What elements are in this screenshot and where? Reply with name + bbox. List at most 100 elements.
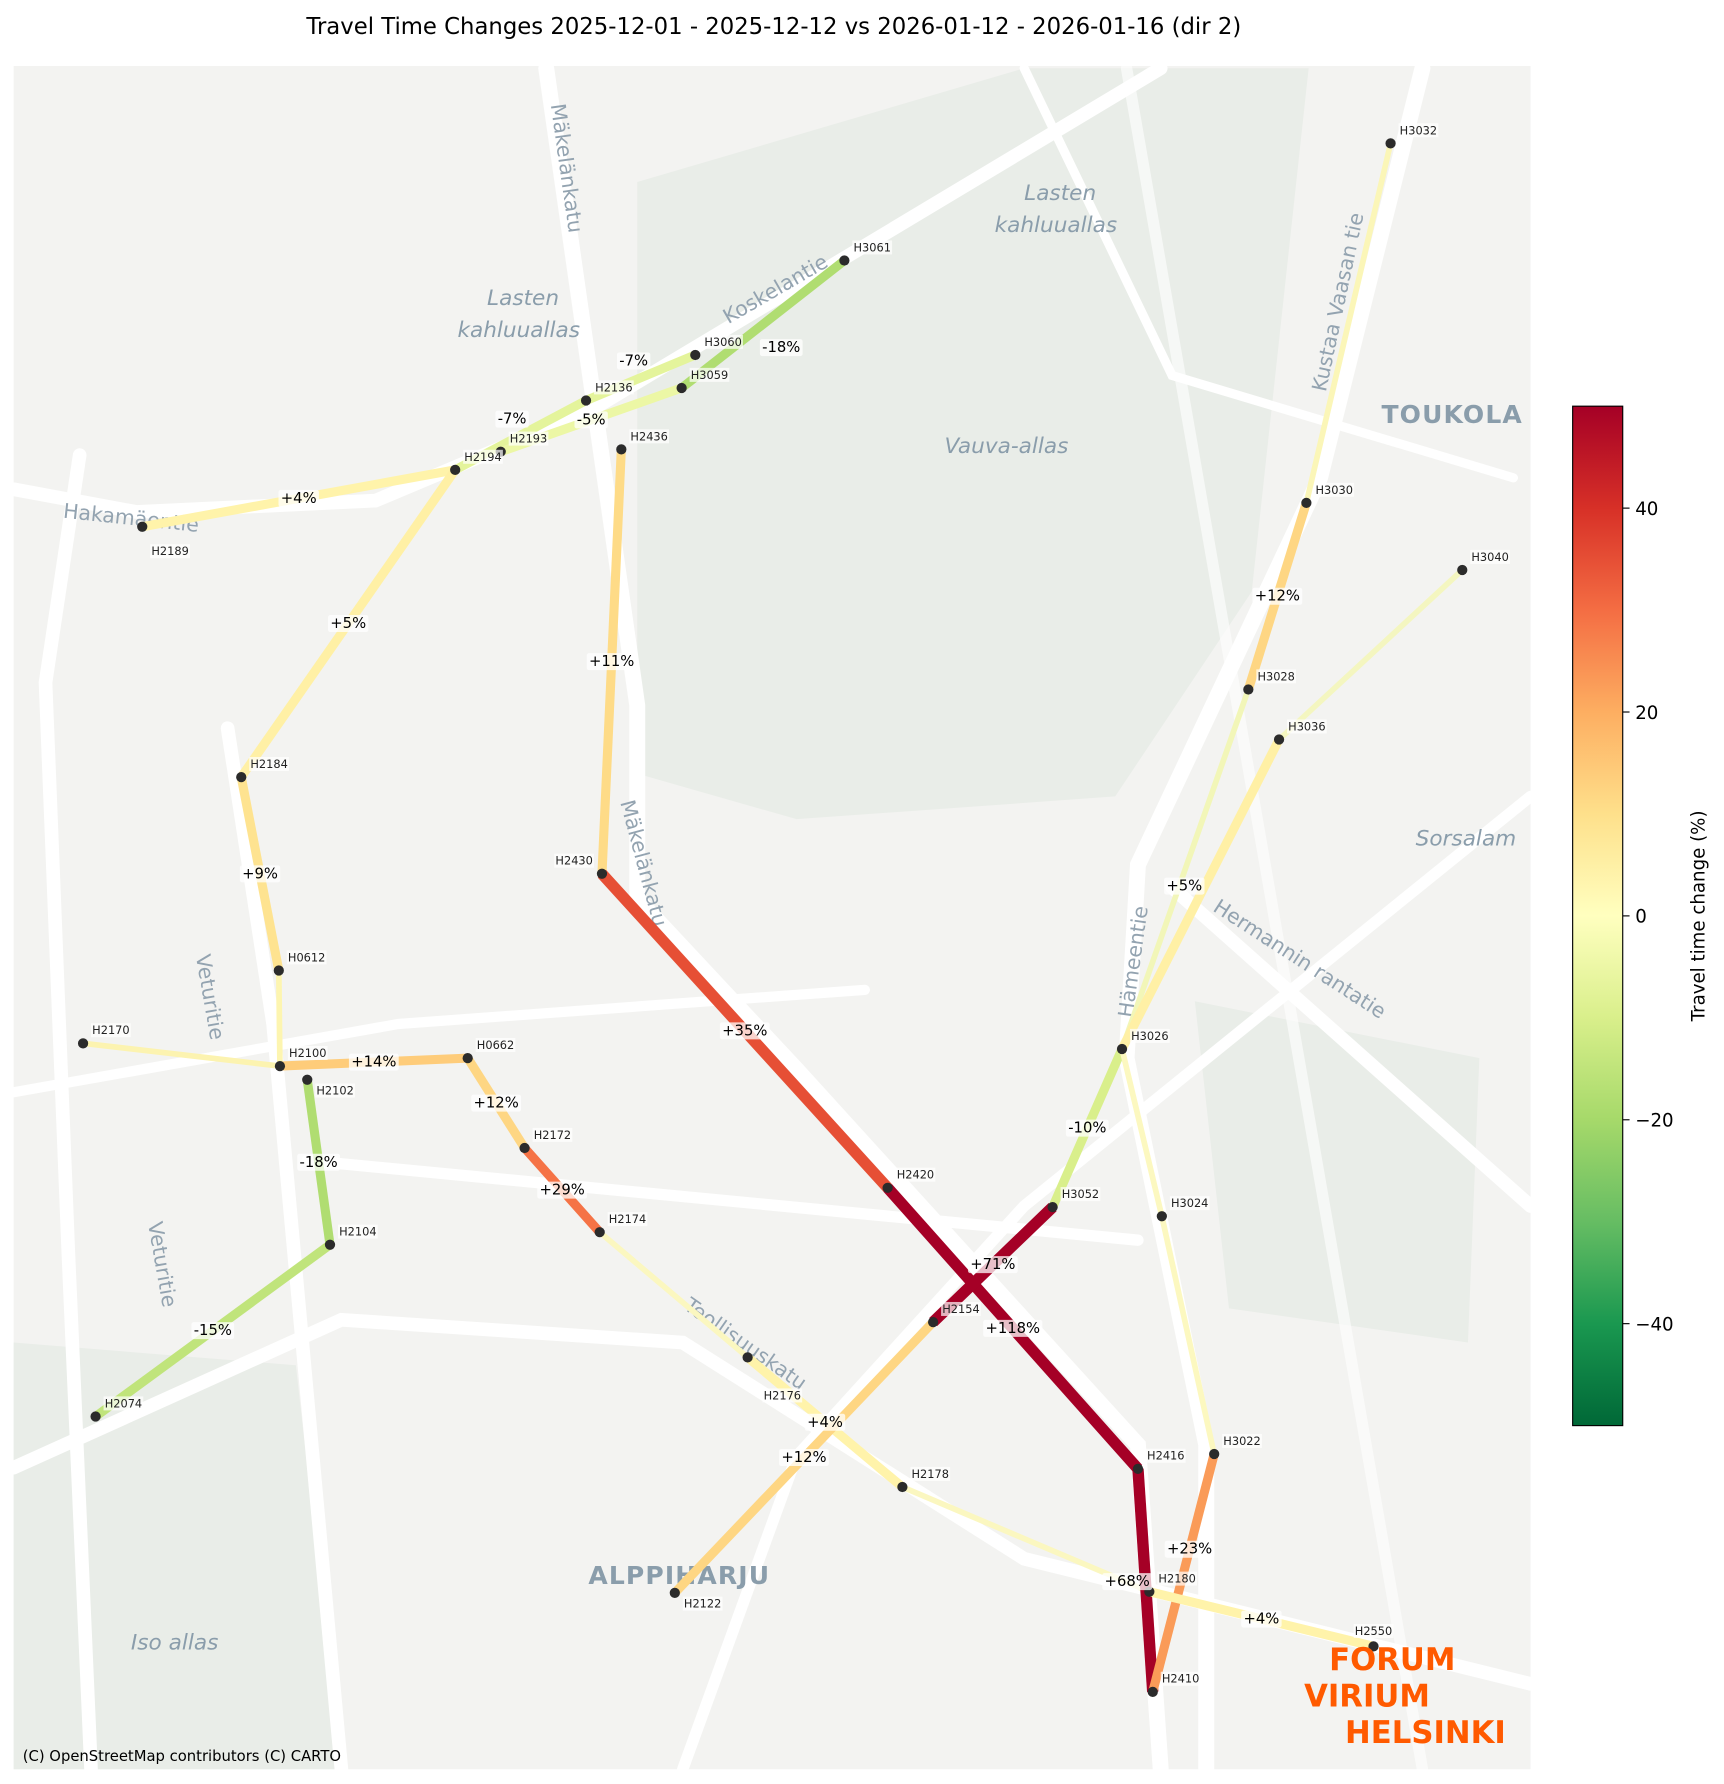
stop-H3036-marker[interactable]	[1273, 734, 1285, 745]
segment-label-bg	[239, 865, 281, 883]
stop-H2122-marker[interactable]	[669, 1587, 680, 1598]
segment-label: +29%	[537, 1181, 588, 1199]
stop-H3040-marker[interactable]	[1457, 564, 1468, 576]
route-segment-H3032-H3030[interactable]	[1303, 142, 1394, 504]
stop-H2430-marker[interactable]	[596, 868, 608, 879]
stop-H0612-marker[interactable]	[273, 965, 284, 976]
segment-label: -15%	[191, 1322, 235, 1340]
colorbar: 40 20 0 −20 −40 Travel time change (%)	[1572, 405, 1710, 1427]
stop-H2170-marker[interactable]	[77, 1038, 89, 1049]
route-segment-H3040-H3036[interactable]	[1277, 567, 1465, 742]
route-segment-H3024-H3022[interactable]	[1159, 1215, 1217, 1455]
map-area[interactable]: Mäkelänkatu Lasten kahluuallas Lasten ka…	[6, 60, 1538, 1778]
stop-H3024-marker[interactable]	[1156, 1211, 1167, 1222]
colorbar-tick-label: −40	[1635, 1314, 1673, 1335]
segment-label-bg	[495, 410, 529, 428]
stop-H2154-marker[interactable]	[928, 1316, 939, 1328]
stop-H2420-marker[interactable]	[882, 1182, 893, 1193]
stop-H2420-label-group: H2420	[895, 1167, 936, 1182]
stop-label-bg	[1160, 1671, 1201, 1686]
stop-H3032-marker[interactable]	[1385, 138, 1396, 149]
stop-H3028-marker[interactable]	[1243, 684, 1254, 695]
stop-H2100-marker[interactable]	[274, 1060, 286, 1072]
segment-pct-label: -7%	[619, 352, 648, 369]
stop-H2174-label-group: H2174	[607, 1212, 648, 1227]
colorbar-tick-label: 40	[1635, 499, 1658, 520]
stop-H2184-label-group: H2184	[249, 756, 289, 771]
stop-H2436-marker[interactable]	[616, 444, 627, 455]
stop-label-bg	[508, 431, 549, 446]
route-segment-H2170-H2100[interactable]	[82, 1040, 281, 1069]
stop-H2102-marker[interactable]	[302, 1074, 313, 1085]
stop-H3028-label-group: H3028	[1256, 669, 1297, 684]
stop-label-bg	[1145, 1448, 1186, 1463]
stop-H2180-label-group: H2180	[1157, 1571, 1198, 1586]
stop-H2176-marker[interactable]	[742, 1352, 753, 1363]
stop-label: H2100	[289, 1046, 326, 1060]
stop-H2410-marker[interactable]	[1147, 1686, 1158, 1697]
stop-H3059-marker[interactable]	[676, 382, 687, 394]
logo-line: VIRIUM	[1304, 1679, 1430, 1715]
segment-pct-label: +12%	[1255, 588, 1300, 605]
segment-label-bg	[574, 411, 608, 429]
segment-label: +68%	[1102, 1573, 1153, 1591]
segment-pct-label: +23%	[1167, 1541, 1212, 1558]
segment-label: -18%	[297, 1153, 340, 1171]
basemap-parks	[13, 68, 1480, 1770]
stop-H2550-label-group: H2550	[1353, 1623, 1394, 1638]
stop-H3026-marker[interactable]	[1116, 1043, 1128, 1055]
stop-H2189-marker[interactable]	[137, 521, 148, 532]
stop-H3032-label-group: H3032	[1398, 123, 1439, 138]
stop-label: H2180	[1158, 1572, 1195, 1586]
stop-H3061-marker[interactable]	[839, 255, 850, 266]
route-segment-H2174-H2176[interactable]	[597, 1230, 750, 1360]
segment-label-bg	[537, 1181, 588, 1199]
stop-H2416-marker[interactable]	[1132, 1463, 1144, 1474]
segment-pct-label: +12%	[474, 1095, 519, 1112]
stop-label: H2122	[684, 1597, 721, 1611]
stop-label: H3024	[1171, 1196, 1208, 1210]
stop-label-bg	[1470, 549, 1510, 564]
segment-label-bg	[1065, 1119, 1109, 1137]
stop-H2178-marker[interactable]	[897, 1481, 908, 1493]
place-label: Iso allas	[131, 1631, 218, 1656]
segment-label-bg	[719, 1022, 770, 1040]
stop-H2178-label-group: H2178	[910, 1466, 951, 1481]
stop-H2136-marker[interactable]	[580, 395, 592, 406]
route-segment-H3059-H3061[interactable]	[678, 256, 848, 392]
stop-H3060-marker[interactable]	[690, 349, 701, 361]
stop-label: H3028	[1257, 669, 1294, 683]
stop-H3052-marker[interactable]	[1047, 1202, 1058, 1213]
place-label: kahluuallas	[457, 318, 580, 343]
route-segment-H3026-H3024[interactable]	[1119, 1048, 1165, 1217]
stop-label: H3036	[1288, 719, 1325, 733]
segment-label-bg	[278, 489, 319, 507]
segment-label: -5%	[574, 411, 608, 429]
stop-label: H2170	[92, 1023, 129, 1037]
stop-label: H2420	[897, 1168, 934, 1182]
stop-H3030-marker[interactable]	[1301, 497, 1312, 509]
stop-H2550-marker[interactable]	[1368, 1641, 1379, 1652]
segment-label-bg	[328, 615, 369, 633]
stop-H2074-marker[interactable]	[90, 1411, 101, 1422]
stop-H2174-marker[interactable]	[594, 1227, 605, 1238]
stop-label-bg	[475, 1038, 516, 1053]
stop-H2194-label-group: H2194	[463, 449, 503, 464]
stop-H2172-label-group: H2172	[532, 1127, 573, 1142]
stop-H2410-label-group: H2410	[1160, 1671, 1201, 1686]
segment-pct-label: +12%	[781, 1449, 826, 1466]
stop-label: H0662	[477, 1038, 514, 1052]
stop-H2172-marker[interactable]	[519, 1142, 530, 1154]
stop-label-bg	[895, 1167, 936, 1182]
stop-H2189-label-group: H2189	[150, 544, 190, 559]
stop-H2184-marker[interactable]	[236, 771, 247, 783]
place-label: Sorsalam	[1416, 826, 1517, 851]
segment-label-bg	[191, 1322, 235, 1340]
stop-H0662-marker[interactable]	[462, 1052, 473, 1064]
stop-H2194-marker[interactable]	[450, 464, 461, 476]
route-segment-H0612-H2100[interactable]	[275, 970, 283, 1067]
route-segment-H3028-H3026[interactable]	[1119, 688, 1252, 1050]
stop-H3022-marker[interactable]	[1209, 1448, 1220, 1460]
stop-H2104-marker[interactable]	[324, 1239, 336, 1250]
